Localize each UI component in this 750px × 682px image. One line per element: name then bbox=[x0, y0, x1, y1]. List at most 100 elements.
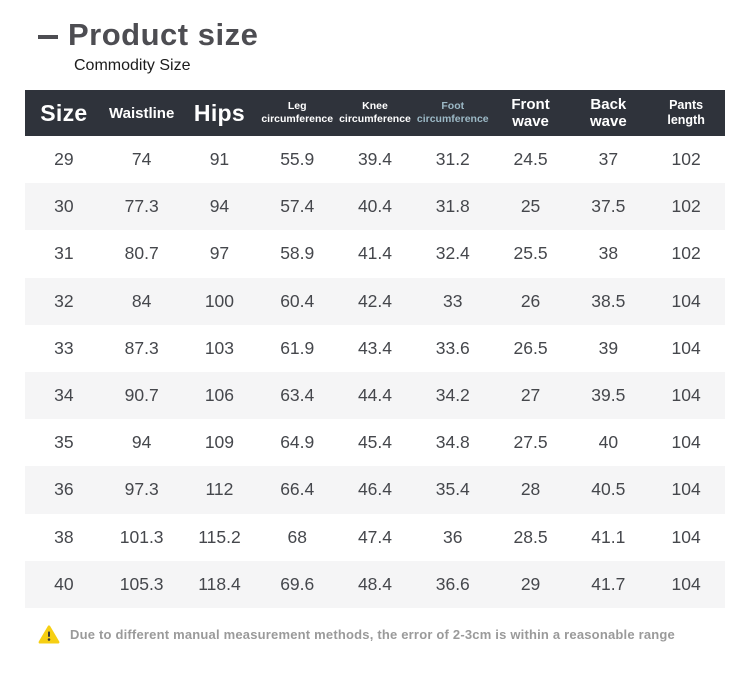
table-row: 40 105.3 118.4 69.6 48.4 36.6 29 41.7 104 bbox=[25, 560, 725, 608]
table-cell: 48.4 bbox=[357, 573, 393, 594]
table-cell: 30 bbox=[54, 196, 74, 217]
column-header-foot-circumference: Foot circumference bbox=[416, 100, 489, 125]
table-cell: 45.4 bbox=[357, 432, 393, 453]
table-cell: 64.9 bbox=[280, 432, 315, 453]
table-cell: 36.6 bbox=[435, 573, 470, 594]
page-subtitle: Commodity Size bbox=[74, 57, 191, 74]
table-row: 31 80.7 97 58.9 41.4 32.4 25.5 38 102 bbox=[25, 230, 725, 277]
table-cell: 33 bbox=[443, 290, 463, 311]
measurement-note: Due to different manual measurement meth… bbox=[38, 625, 750, 644]
column-header-hips: Hips bbox=[193, 99, 245, 126]
table-cell: 94 bbox=[209, 196, 230, 217]
table-cell: 80.7 bbox=[124, 243, 159, 264]
table-cell: 97.3 bbox=[124, 479, 159, 500]
table-cell: 101.3 bbox=[119, 526, 164, 547]
table-cell: 24.5 bbox=[513, 149, 548, 170]
table-cell: 37.5 bbox=[591, 196, 626, 217]
table-cell: 100 bbox=[204, 290, 235, 311]
table-cell: 46.4 bbox=[357, 479, 393, 500]
table-cell: 104 bbox=[671, 432, 701, 453]
table-cell: 32.4 bbox=[435, 243, 470, 264]
table-cell: 29 bbox=[54, 149, 74, 170]
column-header-knee-circumference: Knee circumference bbox=[339, 100, 411, 125]
table-cell: 33 bbox=[54, 337, 74, 358]
table-cell: 84 bbox=[131, 290, 152, 311]
table-cell: 35 bbox=[54, 432, 74, 453]
table-cell: 38.5 bbox=[591, 290, 626, 311]
table-cell: 42.4 bbox=[357, 290, 393, 311]
column-header-back-wave: Back wave bbox=[589, 96, 627, 130]
column-header-leg-circumference: Leg circumference bbox=[261, 100, 334, 125]
table-cell: 61.9 bbox=[280, 337, 315, 358]
table-cell: 58.9 bbox=[280, 243, 315, 264]
table-cell: 109 bbox=[204, 432, 235, 453]
table-cell: 104 bbox=[671, 479, 701, 500]
table-row: 38 101.3 115.2 68 47.4 36 28.5 41.1 104 bbox=[25, 514, 725, 561]
table-cell: 118.4 bbox=[198, 573, 241, 594]
table-cell: 27.5 bbox=[513, 432, 548, 453]
table-cell: 34.8 bbox=[435, 432, 470, 453]
table-cell: 31.2 bbox=[435, 149, 470, 170]
table-cell: 63.4 bbox=[280, 385, 315, 406]
note-text: Due to different manual measurement meth… bbox=[70, 626, 675, 642]
table-cell: 91 bbox=[209, 149, 230, 170]
column-header-size: Size bbox=[40, 99, 88, 126]
table-cell: 102 bbox=[671, 243, 701, 264]
table-cell: 74 bbox=[131, 149, 152, 170]
table-cell: 87.3 bbox=[124, 337, 159, 358]
table-cell: 31 bbox=[54, 243, 74, 264]
table-cell: 27 bbox=[520, 385, 541, 406]
table-cell: 40 bbox=[54, 573, 74, 594]
size-table-header: Size Waistline Hips Leg circumference Kn… bbox=[25, 90, 725, 136]
table-row: 33 87.3 103 61.9 43.4 33.6 26.5 39 104 bbox=[25, 325, 725, 372]
column-header-waistline: Waistline bbox=[109, 104, 175, 122]
table-cell: 34.2 bbox=[435, 385, 470, 406]
table-cell: 25 bbox=[520, 196, 541, 217]
table-cell: 38 bbox=[54, 526, 74, 547]
table-row: 32 84 100 60.4 42.4 33 26 38.5 104 bbox=[25, 277, 725, 325]
title-dash-decoration bbox=[38, 35, 58, 39]
table-cell: 104 bbox=[671, 290, 701, 311]
table-cell: 31.8 bbox=[435, 196, 470, 217]
table-row: 34 90.7 106 63.4 44.4 34.2 27 39.5 104 bbox=[25, 371, 725, 420]
column-header-pants-length: Pants length bbox=[667, 98, 705, 127]
table-cell: 43.4 bbox=[357, 337, 393, 358]
table-cell: 41.4 bbox=[357, 243, 393, 264]
title-block: Product size Commodity Size bbox=[38, 0, 750, 76]
table-cell: 115.2 bbox=[198, 526, 241, 547]
table-row: 29 74 91 55.9 39.4 31.2 24.5 37 102 bbox=[25, 136, 725, 183]
table-cell: 28 bbox=[520, 479, 541, 500]
table-cell: 44.4 bbox=[357, 385, 393, 406]
table-cell: 104 bbox=[671, 385, 701, 406]
table-cell: 39 bbox=[598, 337, 619, 358]
table-cell: 105.3 bbox=[119, 573, 164, 594]
table-cell: 26 bbox=[520, 290, 541, 311]
table-cell: 26.5 bbox=[513, 337, 548, 358]
table-cell: 34 bbox=[54, 385, 74, 406]
table-cell: 102 bbox=[671, 196, 701, 217]
size-table-body: 29 74 91 55.9 39.4 31.2 24.5 37 102 30 77.3 94 57.4 4… bbox=[25, 136, 725, 608]
table-cell: 41.1 bbox=[591, 526, 626, 547]
table-cell: 37 bbox=[598, 149, 619, 170]
table-cell: 41.7 bbox=[591, 573, 626, 594]
table-cell: 68 bbox=[287, 526, 307, 547]
warning-triangle-icon bbox=[38, 625, 60, 644]
table-cell: 32 bbox=[54, 290, 74, 311]
table-cell: 104 bbox=[671, 526, 701, 547]
table-cell: 47.4 bbox=[357, 526, 393, 547]
table-row: 30 77.3 94 57.4 40.4 31.8 25 37.5 102 bbox=[25, 183, 725, 231]
table-cell: 40.5 bbox=[591, 479, 626, 500]
table-cell: 28.5 bbox=[513, 526, 548, 547]
table-cell: 69.6 bbox=[280, 573, 315, 594]
size-table: Size Waistline Hips Leg circumference Kn… bbox=[25, 90, 725, 608]
table-cell: 102 bbox=[671, 149, 701, 170]
table-cell: 77.3 bbox=[124, 196, 159, 217]
table-cell: 66.4 bbox=[280, 479, 315, 500]
table-cell: 35.4 bbox=[435, 479, 470, 500]
table-cell: 104 bbox=[671, 573, 701, 594]
table-cell: 57.4 bbox=[280, 196, 315, 217]
table-cell: 55.9 bbox=[280, 149, 315, 170]
table-cell: 36 bbox=[54, 479, 74, 500]
table-cell: 104 bbox=[671, 337, 701, 358]
table-cell: 33.6 bbox=[435, 337, 470, 358]
